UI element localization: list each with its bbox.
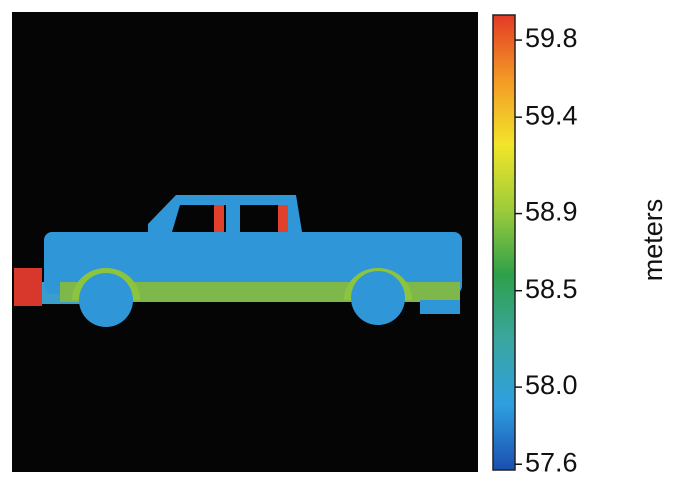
tick-label: 58.9 bbox=[525, 197, 578, 227]
window-edge bbox=[278, 205, 288, 232]
tick-label: 57.6 bbox=[525, 447, 578, 477]
colorbar bbox=[493, 15, 515, 470]
tick-label: 59.4 bbox=[525, 100, 578, 130]
tick-label: 59.8 bbox=[525, 23, 578, 53]
colorbar-label: meters bbox=[638, 199, 668, 282]
red-patch bbox=[14, 268, 42, 306]
figure: meters 57.6 58.0 58.5 58.9 59.4 59.8 bbox=[0, 0, 678, 483]
tick-label: 58.0 bbox=[525, 370, 578, 400]
front-wheel bbox=[79, 273, 133, 327]
window-edge bbox=[214, 205, 224, 232]
tick-label: 58.5 bbox=[525, 274, 578, 304]
shadow bbox=[420, 300, 460, 314]
rear-wheel bbox=[351, 271, 405, 325]
